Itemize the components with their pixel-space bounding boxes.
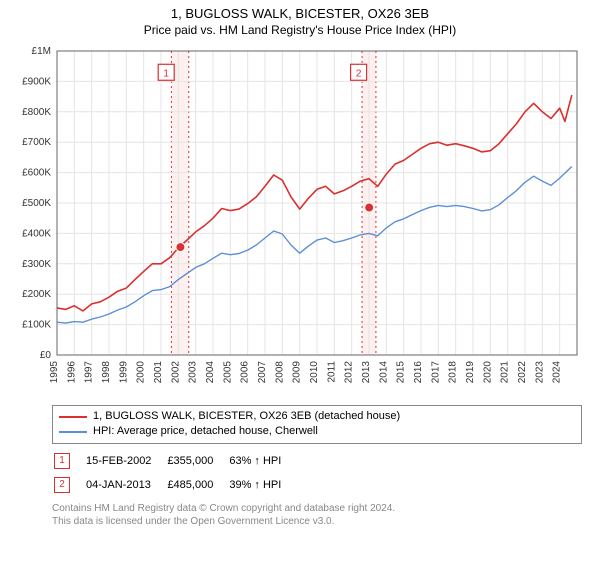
legend-swatch: [59, 431, 87, 433]
svg-text:£600K: £600K: [22, 168, 51, 179]
svg-text:£0: £0: [40, 350, 52, 361]
svg-text:£900K: £900K: [22, 76, 51, 87]
footer-attribution: Contains HM Land Registry data © Crown c…: [52, 502, 582, 528]
legend-item: HPI: Average price, detached house, Cher…: [59, 424, 575, 439]
svg-text:£400K: £400K: [22, 228, 51, 239]
transaction-date: 04-JAN-2013: [86, 474, 165, 496]
svg-text:2000: 2000: [136, 361, 147, 384]
chart-title: 1, BUGLOSS WALK, BICESTER, OX26 3EB: [0, 6, 600, 21]
transaction-price: £355,000: [167, 450, 227, 472]
svg-text:£500K: £500K: [22, 198, 51, 209]
svg-text:2001: 2001: [153, 361, 164, 384]
legend-swatch: [59, 416, 87, 418]
svg-text:1998: 1998: [101, 361, 112, 384]
svg-text:2020: 2020: [482, 361, 493, 384]
svg-text:1995: 1995: [49, 361, 60, 384]
svg-text:2024: 2024: [552, 361, 563, 384]
svg-text:£800K: £800K: [22, 107, 51, 118]
transaction-delta: 39% ↑ HPI: [229, 474, 295, 496]
svg-text:2017: 2017: [430, 361, 441, 384]
svg-text:2022: 2022: [517, 361, 528, 384]
footer-line-2: This data is licensed under the Open Gov…: [52, 515, 582, 528]
transaction-table: 1 15-FEB-2002£355,00063% ↑ HPI 2 04-JAN-201…: [52, 448, 297, 498]
transaction-date: 15-FEB-2002: [86, 450, 165, 472]
svg-text:2004: 2004: [205, 361, 216, 384]
svg-text:2009: 2009: [292, 361, 303, 384]
svg-text:£100K: £100K: [22, 320, 51, 331]
svg-text:1997: 1997: [84, 361, 95, 384]
svg-text:£200K: £200K: [22, 289, 51, 300]
transaction-row: 2 04-JAN-2013£485,00039% ↑ HPI: [54, 474, 295, 496]
svg-text:2012: 2012: [344, 361, 355, 384]
line-chart-svg: £0 £100K £200K £300K £400K £500K £600K £700K £80…: [5, 41, 595, 401]
svg-text:2021: 2021: [500, 361, 511, 384]
svg-text:2023: 2023: [534, 361, 545, 384]
transaction-row: 1 15-FEB-2002£355,00063% ↑ HPI: [54, 450, 295, 472]
svg-text:2015: 2015: [396, 361, 407, 384]
svg-text:2006: 2006: [240, 361, 251, 384]
svg-text:1996: 1996: [66, 361, 77, 384]
svg-text:1: 1: [163, 68, 169, 79]
footer-line-1: Contains HM Land Registry data © Crown c…: [52, 502, 582, 515]
svg-text:£700K: £700K: [22, 137, 51, 148]
svg-text:2014: 2014: [378, 361, 389, 384]
legend-label: HPI: Average price, detached house, Cher…: [93, 424, 318, 439]
transaction-price: £485,000: [167, 474, 227, 496]
legend-item: 1, BUGLOSS WALK, BICESTER, OX26 3EB (det…: [59, 409, 575, 424]
svg-text:2007: 2007: [257, 361, 268, 384]
svg-text:2013: 2013: [361, 361, 372, 384]
svg-text:2: 2: [356, 68, 362, 79]
svg-text:2005: 2005: [222, 361, 233, 384]
svg-text:2016: 2016: [413, 361, 424, 384]
svg-text:2003: 2003: [188, 361, 199, 384]
svg-text:2011: 2011: [326, 361, 337, 383]
svg-text:2002: 2002: [170, 361, 181, 384]
svg-text:£1M: £1M: [32, 46, 51, 57]
transaction-delta: 63% ↑ HPI: [229, 450, 295, 472]
legend-box: 1, BUGLOSS WALK, BICESTER, OX26 3EB (det…: [52, 405, 582, 444]
transaction-badge: 1: [54, 453, 70, 469]
svg-text:2008: 2008: [274, 361, 285, 384]
svg-text:2019: 2019: [465, 361, 476, 384]
chart-subtitle: Price paid vs. HM Land Registry's House …: [0, 23, 600, 37]
svg-text:£300K: £300K: [22, 259, 51, 270]
legend-label: 1, BUGLOSS WALK, BICESTER, OX26 3EB (det…: [93, 409, 400, 424]
svg-text:2010: 2010: [309, 361, 320, 384]
svg-text:1999: 1999: [118, 361, 129, 384]
chart-area: £0 £100K £200K £300K £400K £500K £600K £700K £80…: [5, 41, 595, 401]
transaction-badge: 2: [54, 477, 70, 493]
svg-text:2018: 2018: [448, 361, 459, 384]
